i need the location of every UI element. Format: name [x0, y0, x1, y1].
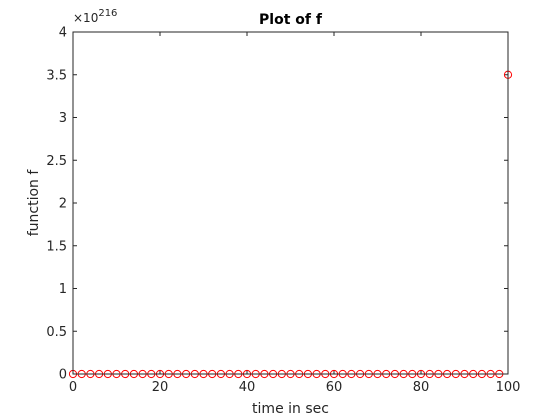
y-tick-label: 3: [59, 111, 67, 126]
x-tick-label: 80: [413, 380, 430, 395]
x-axis-label: time in sec: [252, 401, 329, 417]
axes-box: [72, 31, 509, 375]
y-tick-label: 4: [59, 26, 67, 41]
x-axis-ticks: 0 20 40 60 80 100: [69, 32, 521, 395]
plot-area: [73, 32, 508, 374]
chart-title: Plot of f: [259, 12, 323, 28]
y-tick-label: 3.5: [46, 68, 67, 83]
y-tick-label: 1: [59, 282, 67, 297]
y-tick-label: 0.5: [46, 325, 67, 340]
y-axis-multiplier: ×10216: [73, 8, 117, 25]
y-axis-label: function f: [26, 169, 42, 237]
y-tick-label: 1.5: [46, 239, 67, 254]
x-tick-label: 100: [496, 380, 521, 395]
y-tick-label: 2.5: [46, 154, 67, 169]
x-tick-label: 0: [69, 380, 77, 395]
x-tick-label: 40: [239, 380, 256, 395]
y-axis-multiplier-base: ×10: [73, 11, 98, 25]
y-tick-label: 2: [59, 197, 67, 212]
y-tick-label: 0: [59, 368, 67, 383]
x-tick-label: 60: [326, 380, 343, 395]
y-axis-ticks: 0 0.5 1 1.5 2 2.5 3 3.5 4: [46, 26, 508, 383]
y-axis-multiplier-exponent: 216: [98, 8, 117, 19]
x-tick-label: 20: [152, 380, 169, 395]
